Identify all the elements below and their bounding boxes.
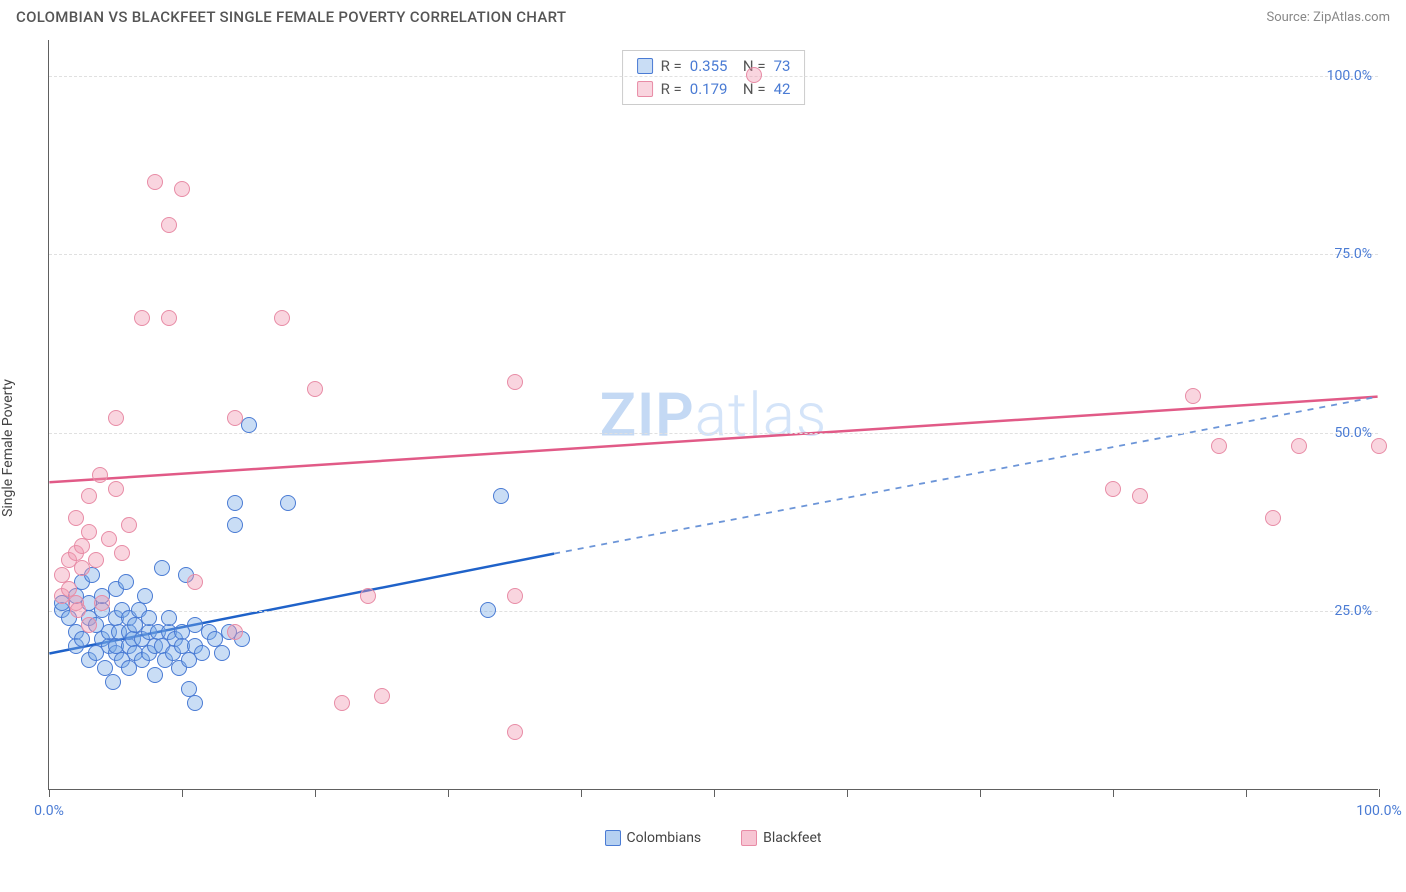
scatter-point <box>1105 481 1121 497</box>
stats-swatch-blackfeet <box>637 81 653 97</box>
scatter-point <box>74 631 90 647</box>
scatter-point <box>81 488 97 504</box>
chart-container: Single Female Poverty ZIPatlas R = 0.355… <box>0 30 1406 850</box>
x-tick <box>49 789 50 797</box>
scatter-point <box>108 481 124 497</box>
scatter-point <box>101 531 117 547</box>
legend-item-blackfeet: Blackfeet <box>741 830 821 846</box>
scatter-point <box>227 410 243 426</box>
x-tick-label: 0.0% <box>34 803 64 819</box>
gridline <box>49 76 1378 77</box>
x-tick <box>182 789 183 797</box>
scatter-point <box>334 695 350 711</box>
y-tick-label: 50.0% <box>1334 425 1372 441</box>
scatter-point <box>134 310 150 326</box>
x-tick <box>980 789 981 797</box>
stats-row-colombians: R = 0.355 N = 73 <box>637 55 791 78</box>
scatter-point <box>307 381 323 397</box>
plot-area: ZIPatlas R = 0.355 N = 73 R = 0.179 N = … <box>48 40 1378 790</box>
scatter-point <box>114 545 130 561</box>
gridline <box>49 254 1378 255</box>
x-tick-label: 100.0% <box>1356 803 1401 819</box>
scatter-point <box>227 495 243 511</box>
scatter-point <box>493 488 509 504</box>
chart-header: COLOMBIAN VS BLACKFEET SINGLE FEMALE POV… <box>0 0 1406 30</box>
x-tick <box>1379 789 1380 797</box>
scatter-point <box>81 617 97 633</box>
scatter-point <box>194 645 210 661</box>
trend-lines <box>49 40 1378 789</box>
scatter-point <box>94 595 110 611</box>
scatter-point <box>108 410 124 426</box>
scatter-point <box>88 552 104 568</box>
stats-row-blackfeet: R = 0.179 N = 42 <box>637 78 791 101</box>
scatter-point <box>480 602 496 618</box>
scatter-point <box>174 181 190 197</box>
scatter-point <box>1291 438 1307 454</box>
legend-item-colombians: Colombians <box>605 830 702 846</box>
x-tick <box>581 789 582 797</box>
x-tick <box>1246 789 1247 797</box>
scatter-point <box>360 588 376 604</box>
scatter-point <box>227 517 243 533</box>
gridline <box>49 433 1378 434</box>
y-tick-label: 25.0% <box>1334 603 1372 619</box>
bottom-legend: Colombians Blackfeet <box>48 830 1378 846</box>
x-tick <box>448 789 449 797</box>
legend-swatch-colombians <box>605 830 621 846</box>
scatter-point <box>81 524 97 540</box>
correlation-stats-box: R = 0.355 N = 73 R = 0.179 N = 42 <box>622 50 806 105</box>
scatter-point <box>374 688 390 704</box>
scatter-point <box>154 560 170 576</box>
y-axis-label: Single Female Poverty <box>0 379 16 517</box>
x-tick <box>315 789 316 797</box>
scatter-point <box>1185 388 1201 404</box>
scatter-point <box>70 602 86 618</box>
scatter-point <box>1371 438 1387 454</box>
y-tick-label: 75.0% <box>1334 246 1372 262</box>
stats-swatch-colombians <box>637 58 653 74</box>
x-tick <box>1113 789 1114 797</box>
scatter-point <box>1265 510 1281 526</box>
scatter-point <box>187 695 203 711</box>
watermark: ZIPatlas <box>600 379 828 450</box>
gridline <box>49 611 1378 612</box>
scatter-point <box>1132 488 1148 504</box>
scatter-point <box>161 217 177 233</box>
scatter-point <box>507 724 523 740</box>
scatter-point <box>68 510 84 526</box>
scatter-point <box>746 67 762 83</box>
scatter-point <box>161 310 177 326</box>
x-tick <box>714 789 715 797</box>
scatter-point <box>141 610 157 626</box>
legend-swatch-blackfeet <box>741 830 757 846</box>
scatter-point <box>227 624 243 640</box>
scatter-point <box>187 574 203 590</box>
scatter-point <box>118 574 134 590</box>
scatter-point <box>105 674 121 690</box>
scatter-point <box>161 610 177 626</box>
scatter-point <box>1211 438 1227 454</box>
y-tick-label: 100.0% <box>1327 68 1372 84</box>
scatter-point <box>280 495 296 511</box>
scatter-point <box>147 667 163 683</box>
scatter-point <box>74 538 90 554</box>
scatter-point <box>507 588 523 604</box>
scatter-point <box>92 467 108 483</box>
source-attribution: Source: ZipAtlas.com <box>1266 10 1390 25</box>
scatter-point <box>507 374 523 390</box>
scatter-point <box>274 310 290 326</box>
scatter-point <box>147 174 163 190</box>
scatter-point <box>121 517 137 533</box>
chart-title: COLOMBIAN VS BLACKFEET SINGLE FEMALE POV… <box>16 8 566 26</box>
x-tick <box>847 789 848 797</box>
scatter-point <box>214 645 230 661</box>
scatter-point <box>137 588 153 604</box>
